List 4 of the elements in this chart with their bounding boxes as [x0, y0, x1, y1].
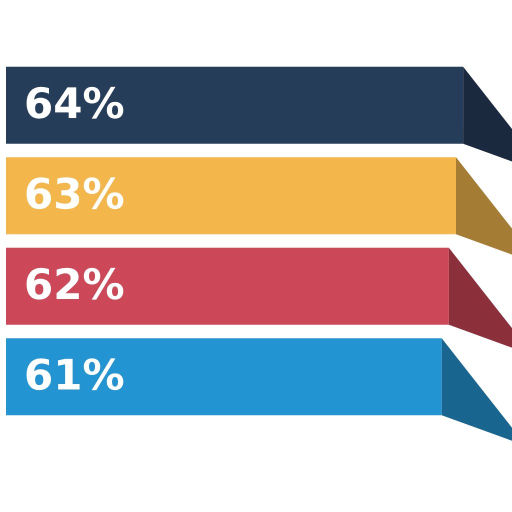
- data-label: 62%: [24, 260, 125, 310]
- data-label: 61%: [24, 350, 125, 400]
- data-label: 63%: [24, 170, 125, 219]
- data-label: 64%: [24, 79, 125, 128]
